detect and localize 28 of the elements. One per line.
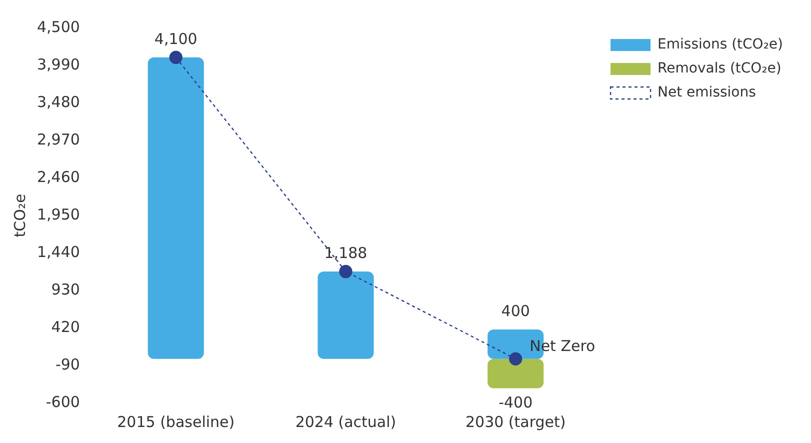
y-tick-label: 3,480: [36, 92, 80, 111]
data-label: -400: [498, 394, 533, 412]
legend-label: Emissions (tCO₂e): [658, 36, 783, 53]
bar: [488, 358, 544, 388]
data-label: 4,100: [154, 30, 198, 48]
x-tick-label: 2030 (target): [465, 412, 566, 431]
y-tick-label: -600: [46, 392, 80, 411]
data-label: 400: [501, 302, 530, 320]
y-tick-label: 4,500: [36, 18, 80, 36]
x-tick-label: 2024 (actual): [295, 412, 396, 431]
legend-label: Removals (tCO₂e): [658, 60, 782, 77]
bar: [148, 57, 204, 359]
data-label: 1,188: [324, 244, 368, 262]
bar: [318, 272, 374, 359]
y-tick-label: 2,970: [36, 130, 80, 148]
y-tick-label: 1,440: [36, 242, 80, 261]
y-tick-label: 3,990: [36, 55, 80, 74]
y-tick-label: 420: [51, 318, 80, 336]
point: [339, 264, 352, 278]
point: [509, 352, 522, 366]
y-tick-label: -90: [55, 355, 80, 374]
x-tick-label: 2015 (baseline): [117, 412, 235, 431]
y-axis-title: tCO₂e: [10, 194, 29, 238]
point: [169, 50, 182, 64]
y-tick-label: 2,460: [36, 168, 80, 186]
legend-label: Net emissions: [658, 84, 756, 101]
y-tick-label: 1,950: [36, 205, 80, 224]
y-tick-label: 930: [51, 280, 80, 298]
